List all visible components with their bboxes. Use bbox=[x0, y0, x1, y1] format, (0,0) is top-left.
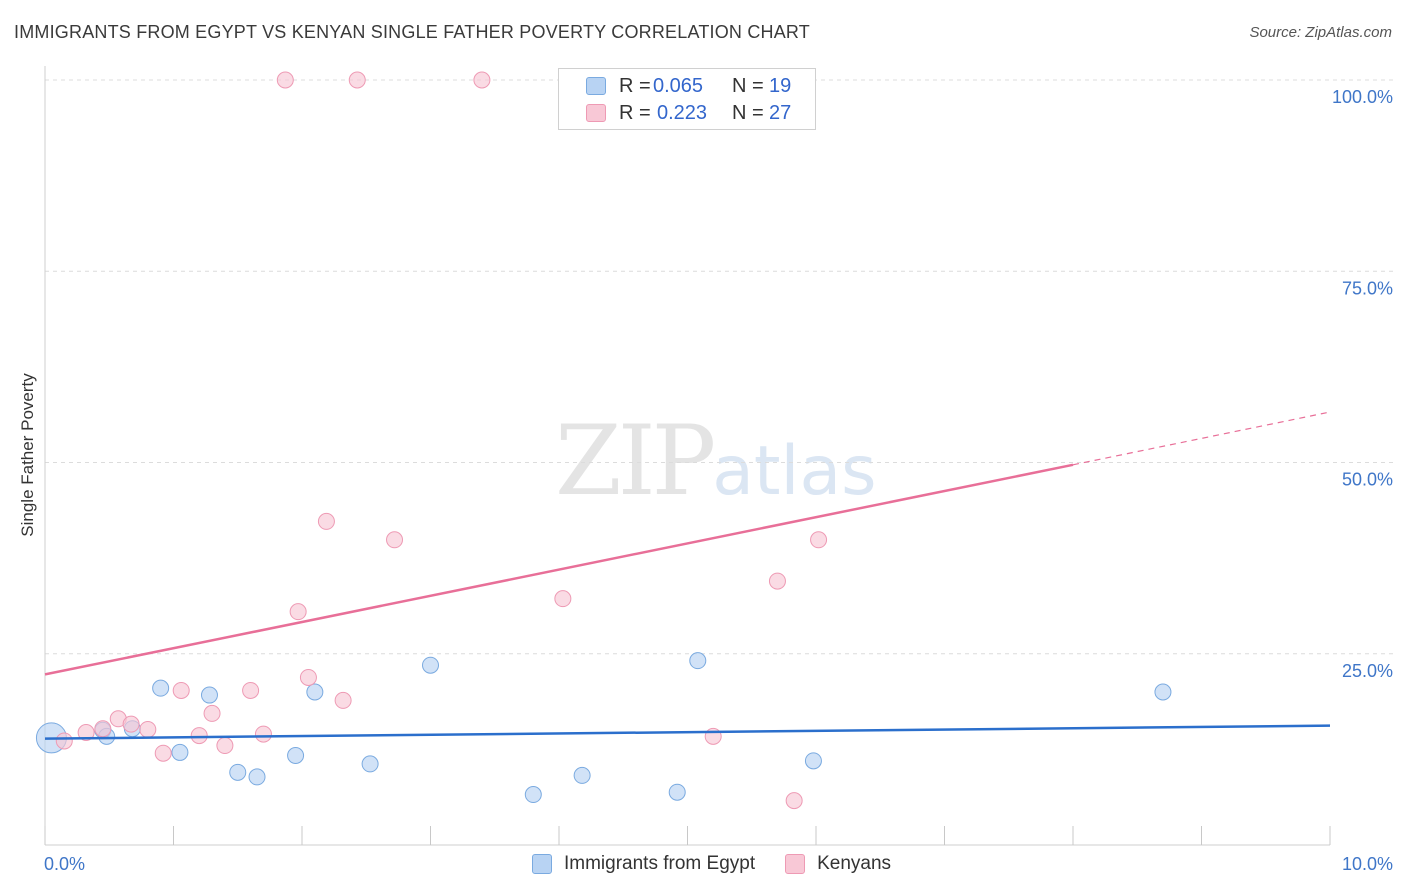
egypt-trend-line bbox=[44, 724, 1331, 740]
kenya-point-7 bbox=[172, 681, 190, 699]
kenya-point-2 bbox=[94, 720, 112, 738]
egypt-point-5 bbox=[171, 743, 189, 761]
egypt-n-value: 19 bbox=[769, 74, 792, 97]
y-tick-label-75: 75.0% bbox=[1342, 278, 1393, 298]
egypt-point-13 bbox=[524, 786, 542, 804]
legend-item-kenyans: Kenyans bbox=[785, 853, 891, 875]
kenya-point-14 bbox=[289, 603, 307, 621]
egypt-point-15 bbox=[668, 783, 686, 801]
kenya-point-15 bbox=[299, 668, 317, 686]
y-tick-label-50: 50.0% bbox=[1342, 470, 1393, 490]
source-label: Source: ZipAtlas.com bbox=[1249, 24, 1392, 41]
egypt-r-value: 0.065 bbox=[653, 74, 704, 97]
y-tick-label-25: 25.0% bbox=[1342, 661, 1393, 681]
kenya-point-8 bbox=[190, 727, 208, 745]
y-tick-label-100: 100.0% bbox=[1332, 87, 1393, 107]
kenya-point-16 bbox=[317, 512, 335, 530]
egypt-point-9 bbox=[287, 746, 305, 764]
kenya-point-6 bbox=[154, 744, 172, 762]
legend-swatch-egypt bbox=[532, 854, 552, 874]
egypt-point-18 bbox=[1154, 683, 1172, 701]
egypt-swatch bbox=[586, 77, 606, 95]
kenya-point-1 bbox=[77, 724, 95, 742]
kenya-swatch bbox=[586, 104, 606, 122]
kenya-r-value: 0.223 bbox=[657, 101, 708, 124]
kenya-point-18 bbox=[348, 71, 366, 89]
kenya-point-10 bbox=[216, 737, 234, 755]
kenya-n-label: N = bbox=[732, 101, 764, 124]
kenya-n-value: 27 bbox=[769, 101, 792, 124]
kenya-point-11 bbox=[242, 681, 260, 699]
egypt-point-17 bbox=[804, 752, 822, 770]
chart-title: IMMIGRANTS FROM EGYPT VS KENYAN SINGLE F… bbox=[14, 22, 810, 42]
kenya-point-12 bbox=[254, 725, 272, 743]
kenya-trend-line bbox=[44, 463, 1074, 676]
egypt-point-12 bbox=[422, 656, 439, 674]
kenya-point-24 bbox=[785, 792, 803, 810]
watermark: ZIPatlas bbox=[555, 405, 877, 517]
kenya-point-23 bbox=[768, 572, 786, 590]
egypt-r-label: R = bbox=[619, 74, 651, 97]
egypt-n-label: N = bbox=[732, 74, 764, 97]
kenya-point-0 bbox=[55, 732, 73, 750]
kenya-point-4 bbox=[122, 715, 140, 733]
kenya-point-5 bbox=[139, 720, 157, 738]
kenya-point-20 bbox=[473, 71, 491, 89]
kenya-point-9 bbox=[203, 704, 221, 722]
egypt-point-11 bbox=[361, 755, 379, 773]
kenya-point-19 bbox=[386, 531, 404, 549]
x-tick-label-min: 0.0% bbox=[44, 854, 85, 874]
kenya-r-label: R = bbox=[619, 101, 651, 124]
egypt-point-16 bbox=[689, 652, 707, 670]
egypt-point-8 bbox=[248, 768, 266, 786]
legend-label-kenyans: Kenyans bbox=[817, 853, 892, 874]
legend-swatch-kenyans bbox=[785, 854, 806, 874]
egypt-point-7 bbox=[229, 763, 247, 781]
legend-label-egypt: Immigrants from Egypt bbox=[564, 853, 756, 874]
x-tick-label-max: 10.0% bbox=[1342, 854, 1393, 874]
series-legend: Immigrants from Egypt Kenyans bbox=[532, 851, 921, 877]
kenya-point-17 bbox=[334, 691, 352, 709]
kenya-trend-line-extension bbox=[1072, 411, 1331, 466]
kenya-point-21 bbox=[554, 590, 572, 608]
egypt-point-4 bbox=[152, 679, 170, 697]
watermark-atlas: atlas bbox=[712, 432, 877, 511]
egypt-point-14 bbox=[573, 766, 591, 784]
kenya-point-13 bbox=[276, 71, 294, 89]
egypt-point-10 bbox=[306, 683, 324, 701]
correlation-legend: R = 0.065 N = 19 R = 0.223 N = 27 bbox=[558, 68, 816, 130]
kenya-point-25 bbox=[810, 531, 828, 549]
legend-item-egypt: Immigrants from Egypt bbox=[532, 853, 755, 875]
watermark-zip: ZIP bbox=[555, 405, 716, 517]
egypt-point-6 bbox=[200, 686, 218, 704]
